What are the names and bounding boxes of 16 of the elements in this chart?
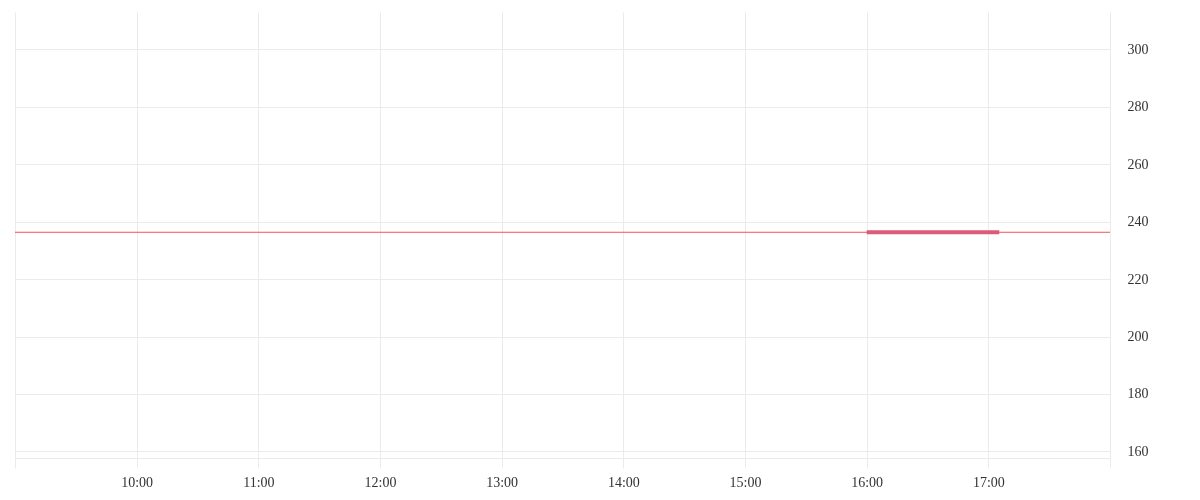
x-tick-label: 17:00 [972,474,1005,490]
y-tick-label: 200 [1127,329,1149,345]
y-tick-label: 300 [1127,41,1149,57]
y-tick-label: 240 [1127,214,1149,230]
y-tick-label: 220 [1127,271,1149,287]
x-tick-label: 12:00 [364,474,397,490]
y-tick-label: 160 [1127,443,1149,459]
x-tick-label: 13:00 [486,474,519,490]
y-tick-label: 180 [1127,386,1149,402]
y-tick-label: 260 [1127,156,1149,172]
y-tick-label: 280 [1127,99,1149,115]
x-tick-label: 15:00 [729,474,762,490]
x-tick-label: 10:00 [121,474,154,490]
x-tick-label: 14:00 [607,474,640,490]
x-tick-label: 11:00 [243,474,275,490]
x-tick-label: 16:00 [851,474,884,490]
